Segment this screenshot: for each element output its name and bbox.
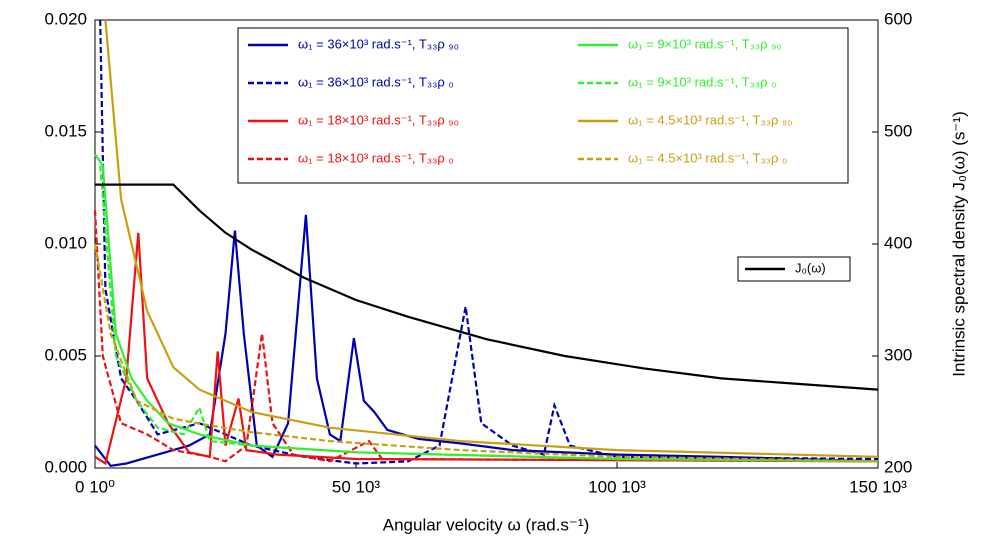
series-line bbox=[95, 183, 879, 391]
x-tick-label: 150 10³ bbox=[849, 477, 907, 496]
y2-tick-label: 400 bbox=[884, 233, 912, 252]
legend-label: ω₁ = 18×10³ rad.s⁻¹, T₃₃ρ ₉₀ bbox=[298, 112, 459, 127]
y2-tick-label: 500 bbox=[884, 121, 912, 140]
y2-tick-label: 200 bbox=[884, 457, 912, 476]
series-line bbox=[99, 165, 879, 463]
x-tick-label: 100 10³ bbox=[588, 477, 646, 496]
legend-label: ω₁ = 36×10³ rad.s⁻¹, T₃₃ρ ₉₀ bbox=[298, 36, 459, 51]
legend-label: ω₁ = 9×10³ rad.s⁻¹, T₃₃ρ ₀ bbox=[628, 74, 777, 89]
x-tick-label: 50 10³ bbox=[332, 477, 381, 496]
legend-label: ω₁ = 4.5×10³ rad.s⁻¹, T₃₃ρ ₉₀ bbox=[628, 112, 793, 127]
y-tick-label: 0.005 bbox=[44, 345, 87, 364]
legend-label: ω₁ = 4.5×10³ rad.s⁻¹, T₃₃ρ ₀ bbox=[628, 150, 787, 165]
y2-tick-label: 300 bbox=[884, 345, 912, 364]
legend-box bbox=[237, 27, 849, 184]
legend-label: ω₁ = 9×10³ rad.s⁻¹, T₃₃ρ ₉₀ bbox=[628, 36, 782, 51]
series-line bbox=[94, 153, 879, 463]
legend-label: ω₁ = 36×10³ rad.s⁻¹, T₃₃ρ ₀ bbox=[298, 74, 454, 89]
y-tick-label: 0.010 bbox=[44, 233, 87, 252]
y2-tick-label: 600 bbox=[884, 9, 912, 28]
y-tick-label: 0.020 bbox=[44, 9, 87, 28]
y-tick-label: 0.015 bbox=[44, 121, 87, 140]
y-tick-label: 0.000 bbox=[44, 457, 87, 476]
x-tick-label: 0 10⁰ bbox=[75, 477, 115, 496]
series-line bbox=[94, 214, 879, 467]
legend-label: ω₁ = 18×10³ rad.s⁻¹, T₃₃ρ ₀ bbox=[298, 150, 454, 165]
y2-axis-label: Intrinsic spectral density J₀(ω) (s⁻¹) bbox=[949, 111, 968, 376]
series-line bbox=[104, 19, 879, 458]
series-line bbox=[93, 243, 879, 463]
x-axis-label: Angular velocity ω (rad.s⁻¹) bbox=[383, 515, 589, 534]
legend-label: J₀(ω) bbox=[795, 260, 826, 275]
